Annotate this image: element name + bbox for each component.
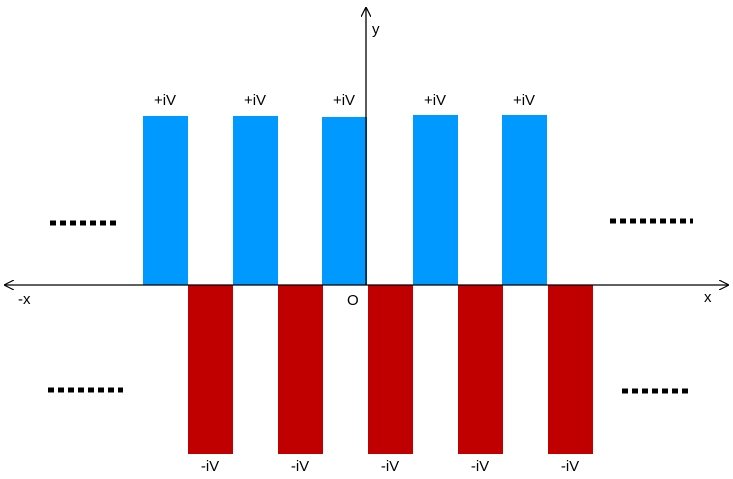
pulse-label: +iV [244, 92, 266, 109]
pulse-label: +iV [424, 92, 446, 109]
y-label: y [372, 21, 380, 38]
pulse-label: -iV [561, 458, 579, 475]
negative-pulse [458, 285, 503, 454]
positive-pulse [502, 115, 547, 285]
pulse-label: +iV [333, 92, 355, 109]
pulse-label: -iV [291, 458, 309, 475]
positive-pulse [233, 116, 278, 285]
neg-x-label: -x [18, 291, 31, 308]
pulse-label: +iV [513, 92, 535, 109]
negative-pulse [548, 285, 593, 454]
pulse-label: +iV [154, 92, 176, 109]
pulse-label: -iV [471, 458, 489, 475]
origin-label: O [347, 292, 359, 309]
pulses [143, 115, 593, 454]
negative-pulse [278, 285, 323, 454]
pulse-label: -iV [381, 458, 399, 475]
negative-pulse [188, 285, 233, 454]
positive-pulse [413, 115, 458, 285]
positive-pulse [143, 116, 188, 285]
positive-pulse [322, 117, 367, 285]
x-label: x [704, 289, 712, 306]
pulse-label: -iV [201, 458, 219, 475]
ellipsis [48, 218, 693, 394]
negative-pulse [368, 285, 413, 454]
